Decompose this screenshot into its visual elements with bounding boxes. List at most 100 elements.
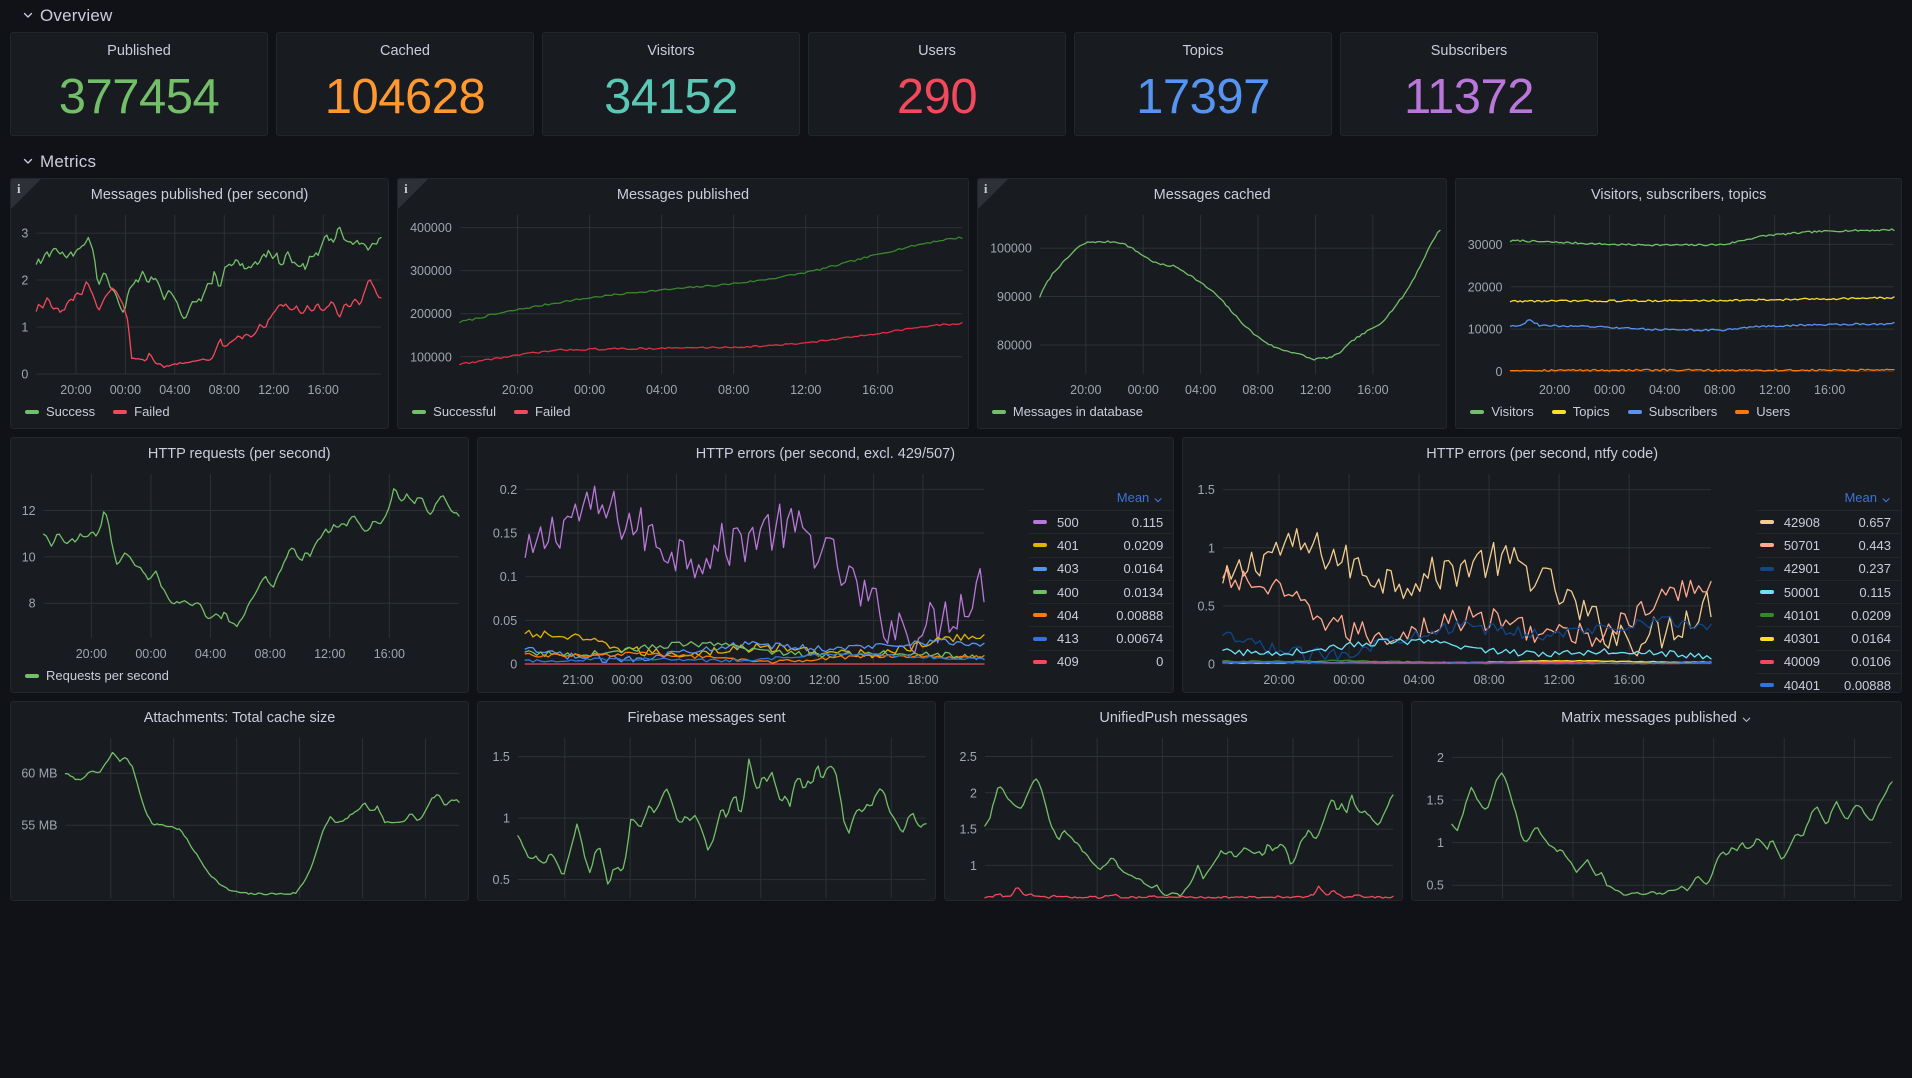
panel-messages-published[interactable]: i Messages published 100000 200000 300000 400… — [397, 178, 969, 429]
legend-series-value: 0 — [1156, 654, 1164, 670]
legend-item[interactable]: Failed — [514, 404, 570, 419]
legend-label: Requests per second — [46, 668, 169, 683]
timeseries-plot[interactable]: 0 0.5 1 1.5 20:00 00:00 04:00 08:00 12:00 16:00 — [1183, 466, 1756, 692]
panel-title[interactable]: Messages cached — [978, 179, 1446, 207]
series-line-500 — [524, 485, 985, 654]
timeseries-plot[interactable]: 0.5 1 1.5 — [478, 730, 935, 900]
panel-title[interactable]: Firebase messages sent — [478, 702, 935, 730]
stat-panel-visitors[interactable]: Visitors 34152 — [542, 32, 800, 136]
legend-row[interactable]: 50001 0.115 — [1755, 579, 1901, 603]
panel-messages-cached[interactable]: i Messages cached 80000 90000 100000 20:00 00:… — [976, 178, 1448, 429]
legend-row[interactable]: 42908 0.657 — [1755, 510, 1901, 533]
row-header-metrics[interactable]: Metrics — [10, 146, 1902, 178]
legend-sort-header[interactable]: Mean — [1029, 490, 1173, 510]
timeseries-plot[interactable]: 60 MB 55 MB — [11, 730, 468, 900]
x-tick-label: 04:00 — [1649, 383, 1680, 397]
legend-item[interactable]: Users — [1735, 404, 1790, 419]
timeseries-plot[interactable]: 8 10 12 20:00 00:00 04:00 08:00 12:00 16:00 — [11, 466, 468, 666]
legend-row[interactable]: 40401 0.00888 — [1755, 673, 1901, 692]
legend-item[interactable]: Failed — [113, 404, 170, 419]
plot-area[interactable]: 60 MB 55 MB — [11, 730, 468, 900]
plot-area[interactable]: 0.5 1 1.5 2 — [1412, 730, 1901, 900]
legend-item[interactable]: Visitors — [1470, 404, 1534, 419]
info-icon[interactable]: i — [398, 179, 430, 211]
plot-area[interactable]: 0 10000 20000 30000 20:00 00:00 04:00 08:00 12:0… — [1456, 207, 1901, 402]
plot-area[interactable]: 0 0.5 1 1.5 20:00 00:00 04:00 08:00 12:00 16:00 — [1183, 466, 1756, 692]
chevron-down-icon[interactable] — [1741, 713, 1752, 724]
series-line-Topics — [1510, 296, 1895, 303]
stat-panel-subscribers[interactable]: Subscribers 11372 — [1340, 32, 1598, 136]
panel-firebase-messages[interactable]: Firebase messages sent 0.5 1 1.5 — [477, 701, 937, 901]
stat-panel-cached[interactable]: Cached 104628 — [276, 32, 534, 136]
panel-unifiedpush-messages[interactable]: UnifiedPush messages 1 1.5 2 2.5 — [944, 701, 1404, 901]
legend-series-name: 500 — [1057, 514, 1079, 530]
legend-item[interactable]: Successful — [412, 404, 496, 419]
plot-area[interactable]: 1 1.5 2 2.5 — [945, 730, 1402, 900]
series-line-Failed — [459, 322, 963, 366]
info-icon[interactable]: i — [11, 179, 43, 211]
legend-row[interactable]: 50701 0.443 — [1755, 533, 1901, 556]
timeseries-plot[interactable]: 0 0.05 0.1 0.15 0.2 21:00 00:00 03:00 06:00 09:00… — [478, 466, 1030, 692]
legend-item[interactable]: Messages in database — [991, 404, 1143, 419]
legend-sort-header[interactable]: Mean — [1756, 490, 1901, 510]
plot-area[interactable]: 100000 200000 300000 400000 20:00 00:00 04:00 0… — [398, 207, 968, 402]
legend-row[interactable]: 40009 0.0106 — [1755, 649, 1901, 673]
panel-title-text: Matrix messages published — [1561, 710, 1737, 726]
legend-item[interactable]: Success — [25, 404, 95, 419]
legend-row[interactable]: 409 0 — [1029, 649, 1174, 673]
plot-area[interactable]: 0 1 2 3 20:00 00:00 04:00 08:00 12:00 16:00 — [11, 207, 388, 402]
plot-area[interactable]: 0 0.05 0.1 0.15 0.2 21:00 00:00 03:00 06:00 09:00… — [478, 466, 1030, 692]
legend-row[interactable]: 403 0.0164 — [1029, 556, 1174, 580]
panel-title[interactable]: Messages published — [398, 179, 968, 207]
row-header-overview[interactable]: Overview — [10, 0, 1902, 32]
legend-item[interactable]: Requests per second — [25, 668, 169, 683]
legend-row[interactable]: 401 0.0209 — [1029, 533, 1174, 556]
legend-item[interactable]: Subscribers — [1627, 404, 1718, 419]
stat-panel-published[interactable]: Published 377454 — [10, 32, 268, 136]
panel-title[interactable]: HTTP errors (per second, ntfy code) — [1183, 438, 1901, 466]
panel-http-requests-per-second[interactable]: HTTP requests (per second) 8 10 12 20:00 00:0… — [10, 437, 469, 693]
plot-area[interactable]: 0.5 1 1.5 — [478, 730, 935, 900]
stat-panel-topics[interactable]: Topics 17397 — [1074, 32, 1332, 136]
legend-row[interactable]: 40101 0.0209 — [1755, 603, 1901, 626]
panel-body: 0 1 2 3 20:00 00:00 04:00 08:00 12:00 16:00 — [11, 207, 388, 402]
legend-row[interactable]: 40301 0.0164 — [1755, 626, 1901, 649]
timeseries-plot[interactable]: 0 1 2 3 20:00 00:00 04:00 08:00 12:00 16:00 — [11, 207, 388, 402]
legend-row[interactable]: 404 0.00888 — [1029, 603, 1174, 626]
timeseries-plot[interactable]: 100000 200000 300000 400000 20:00 00:00 04:00 0… — [398, 207, 968, 402]
panel-title[interactable]: UnifiedPush messages — [945, 702, 1402, 730]
legend-label: Subscribers — [1648, 404, 1718, 419]
legend-list: Success Failed — [11, 402, 388, 419]
panel-title[interactable]: Messages published (per second) — [11, 179, 388, 207]
timeseries-plot[interactable]: 80000 90000 100000 20:00 00:00 04:00 08:00 12:0… — [978, 207, 1446, 402]
info-icon[interactable]: i — [977, 179, 1010, 211]
panel-matrix-messages[interactable]: Matrix messages published 0.5 1 1.5 2 — [1411, 701, 1902, 901]
panel-messages-published-per-second[interactable]: i Messages published (per second) 0 1 2 3 20:0… — [10, 178, 390, 429]
panel-title[interactable]: HTTP errors (per second, excl. 429/507) — [478, 438, 1174, 466]
legend-row[interactable]: 400 0.0134 — [1029, 579, 1174, 603]
legend-row[interactable]: 500 0.115 — [1029, 510, 1174, 533]
y-tick-label: 200000 — [410, 307, 452, 321]
panel-http-errors-excl[interactable]: HTTP errors (per second, excl. 429/507) 0… — [476, 437, 1175, 693]
panel-title[interactable]: Visitors, subscribers, topics — [1456, 179, 1901, 207]
row-title-overview: Overview — [40, 6, 113, 25]
timeseries-plot[interactable]: 1 1.5 2 2.5 — [945, 730, 1402, 900]
legend-item[interactable]: Topics — [1551, 404, 1610, 419]
panel-title[interactable]: HTTP requests (per second) — [11, 438, 468, 466]
plot-area[interactable]: 8 10 12 20:00 00:00 04:00 08:00 12:00 16:00 — [11, 466, 468, 666]
panel-visitors-subscribers-topics[interactable]: Visitors, subscribers, topics 0 10000 20000… — [1455, 178, 1902, 429]
legend-row[interactable]: 413 0.00674 — [1029, 626, 1174, 649]
stat-panel-users[interactable]: Users 290 — [808, 32, 1066, 136]
y-tick-label: 400000 — [410, 221, 452, 235]
legend-series-value: 0.237 — [1858, 561, 1891, 577]
panel-title[interactable]: Attachments: Total cache size — [11, 702, 468, 730]
timeseries-plot[interactable]: 0 10000 20000 30000 20:00 00:00 04:00 08:00 12:0… — [1456, 207, 1901, 402]
legend-row[interactable]: 42901 0.237 — [1755, 556, 1901, 580]
plot-area[interactable]: 80000 90000 100000 20:00 00:00 04:00 08:00 12:0… — [978, 207, 1446, 402]
panel-attachments-cache[interactable]: Attachments: Total cache size 60 MB 55 MB — [10, 701, 470, 901]
panel-title[interactable]: Matrix messages published — [1412, 702, 1901, 730]
panel-title-text: HTTP requests (per second) — [147, 446, 331, 462]
panel-http-errors-ntfy[interactable]: HTTP errors (per second, ntfy code) 0 0.5 1… — [1182, 437, 1902, 693]
series-line-Successful — [459, 236, 963, 324]
timeseries-plot[interactable]: 0.5 1 1.5 2 — [1412, 730, 1901, 900]
